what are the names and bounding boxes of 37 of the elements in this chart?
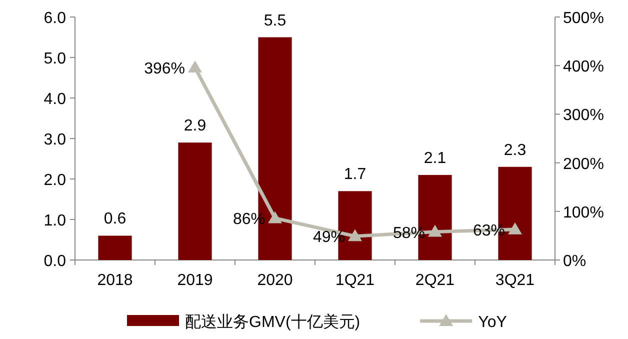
x-tick-label: 2020 xyxy=(257,272,293,289)
point xyxy=(348,229,362,242)
y-tick-label: 0.0 xyxy=(44,253,66,270)
legend-label: YoY xyxy=(478,314,508,331)
y2-tick-label: 400% xyxy=(563,58,604,76)
point xyxy=(268,211,282,224)
y2-tick-label: 300% xyxy=(563,107,604,124)
x-tick-label: 2018 xyxy=(97,272,133,289)
data-label: 58% xyxy=(392,224,425,242)
data-label: 1.7 xyxy=(344,166,366,184)
x-tick-label: 1Q21 xyxy=(335,272,375,289)
y-tick-label: 2.0 xyxy=(44,172,66,189)
data-label: 5.5 xyxy=(264,12,286,30)
y2-tick-label: 0% xyxy=(563,253,586,270)
y-tick-label: 6.0 xyxy=(44,10,66,27)
y2-tick-label: 200% xyxy=(563,156,604,173)
data-label: 63% xyxy=(472,222,505,240)
point xyxy=(508,222,522,234)
data-label: 2.1 xyxy=(424,150,446,167)
bar xyxy=(178,142,212,260)
y-tick-label: 3.0 xyxy=(44,132,66,148)
point xyxy=(428,224,442,237)
y-tick-label: 4.0 xyxy=(44,91,66,108)
data-label: 0.6 xyxy=(104,210,126,228)
y-tick-label: 5.0 xyxy=(44,50,66,68)
y-tick-label: 1.0 xyxy=(44,212,66,230)
legend-label: 配送业务GMV(十亿美元) xyxy=(185,313,360,331)
y2-tick-label: 500% xyxy=(563,10,604,27)
y2-tick-label: 100% xyxy=(563,204,604,222)
x-tick-label: 2Q21 xyxy=(415,272,455,289)
data-label: 2.3 xyxy=(504,142,526,159)
x-tick-label: 3Q21 xyxy=(495,272,535,289)
data-label: 396% xyxy=(144,60,185,78)
x-tick-label: 2019 xyxy=(177,272,213,289)
point xyxy=(188,60,202,73)
data-label: 2.9 xyxy=(184,118,206,135)
bar xyxy=(98,236,132,260)
